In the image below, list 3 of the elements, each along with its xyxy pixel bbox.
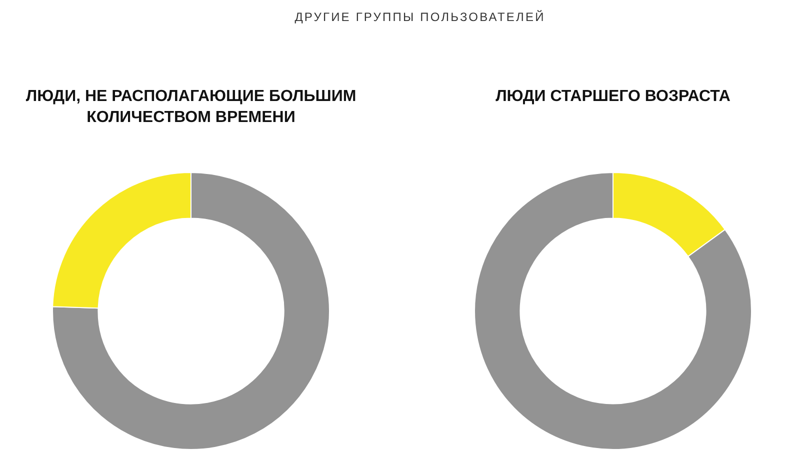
- chart-title: ЛЮДИ, НЕ РАСПОЛАГАЮЩИЕ БОЛЬШИМ КОЛИЧЕСТВОМ ВРЕМЕНИ: [24, 87, 358, 128]
- text: ДРУГИЕ ГРУППЫ ПОЛЬЗОВАТЕЛЕЙ: [294, 10, 546, 24]
- chart-title: ЛЮДИ СТАРШЕГО ВОЗРАСТА: [494, 87, 732, 107]
